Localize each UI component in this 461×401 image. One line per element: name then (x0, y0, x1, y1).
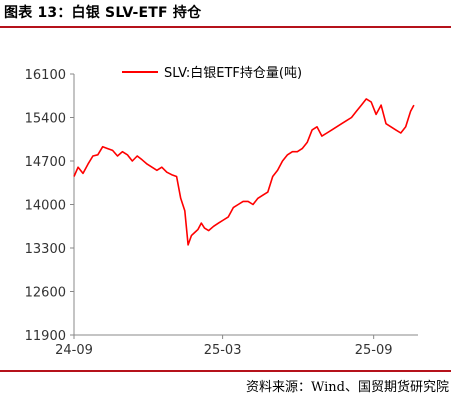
y-tick-label: 16100 (25, 68, 66, 83)
legend-label: SLV:白银ETF持仓量(吨) (164, 65, 302, 81)
y-tick-label: 14700 (25, 155, 66, 170)
legend: SLV:白银ETF持仓量(吨) (122, 65, 302, 81)
title-rule (0, 26, 451, 28)
y-axis: 11900 12600 13300 14000 14700 15400 16100 (25, 68, 75, 344)
figure-title: 图表 13：白银 SLV-ETF 持仓 (4, 5, 202, 21)
x-tick-label: 24-09 (55, 343, 93, 358)
y-tick-label: 13300 (25, 242, 66, 257)
source-note: 资料来源：Wind、国贸期货研究院 (246, 380, 449, 395)
x-tick-label: 25-03 (204, 343, 242, 358)
y-tick-label: 12600 (25, 286, 66, 301)
series-line-slv-holdings (73, 98, 415, 246)
x-axis: 24-09 25-03 25-09 (55, 334, 418, 358)
x-tick-label: 25-09 (355, 343, 393, 358)
y-tick-label: 15400 (25, 112, 66, 127)
bottom-rule (0, 370, 451, 372)
y-tick-label: 14000 (25, 199, 66, 214)
y-tick-label: 11900 (25, 329, 66, 344)
